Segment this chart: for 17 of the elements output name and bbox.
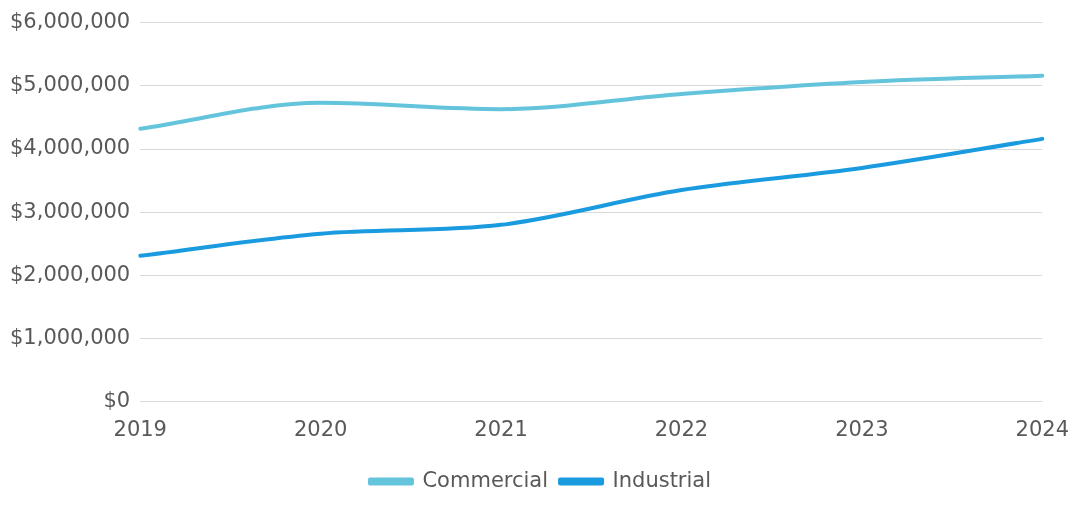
x-tick-label: 2024 [1015, 416, 1069, 441]
x-tick-label: 2022 [654, 416, 709, 441]
line-series [138, 73, 1045, 131]
y-tick-label: $3,000,000 [9, 198, 131, 223]
y-tick-label: $0 [103, 388, 131, 413]
y-tick-label: $5,000,000 [9, 72, 131, 97]
y-tick-label: $2,000,000 [9, 261, 131, 286]
y-tick-label: $1,000,000 [9, 325, 131, 350]
line-series [138, 136, 1045, 258]
y-tick-label: $6,000,000 [9, 9, 131, 34]
x-tick-label: 2021 [474, 416, 528, 441]
x-tick-label: 2019 [113, 416, 167, 441]
x-tick-label: 2023 [835, 416, 889, 441]
legend-label: Industrial [612, 467, 712, 492]
y-tick-label: $4,000,000 [9, 135, 131, 160]
legend-label: Commercial [422, 467, 549, 492]
x-tick-label: 2020 [293, 416, 348, 441]
